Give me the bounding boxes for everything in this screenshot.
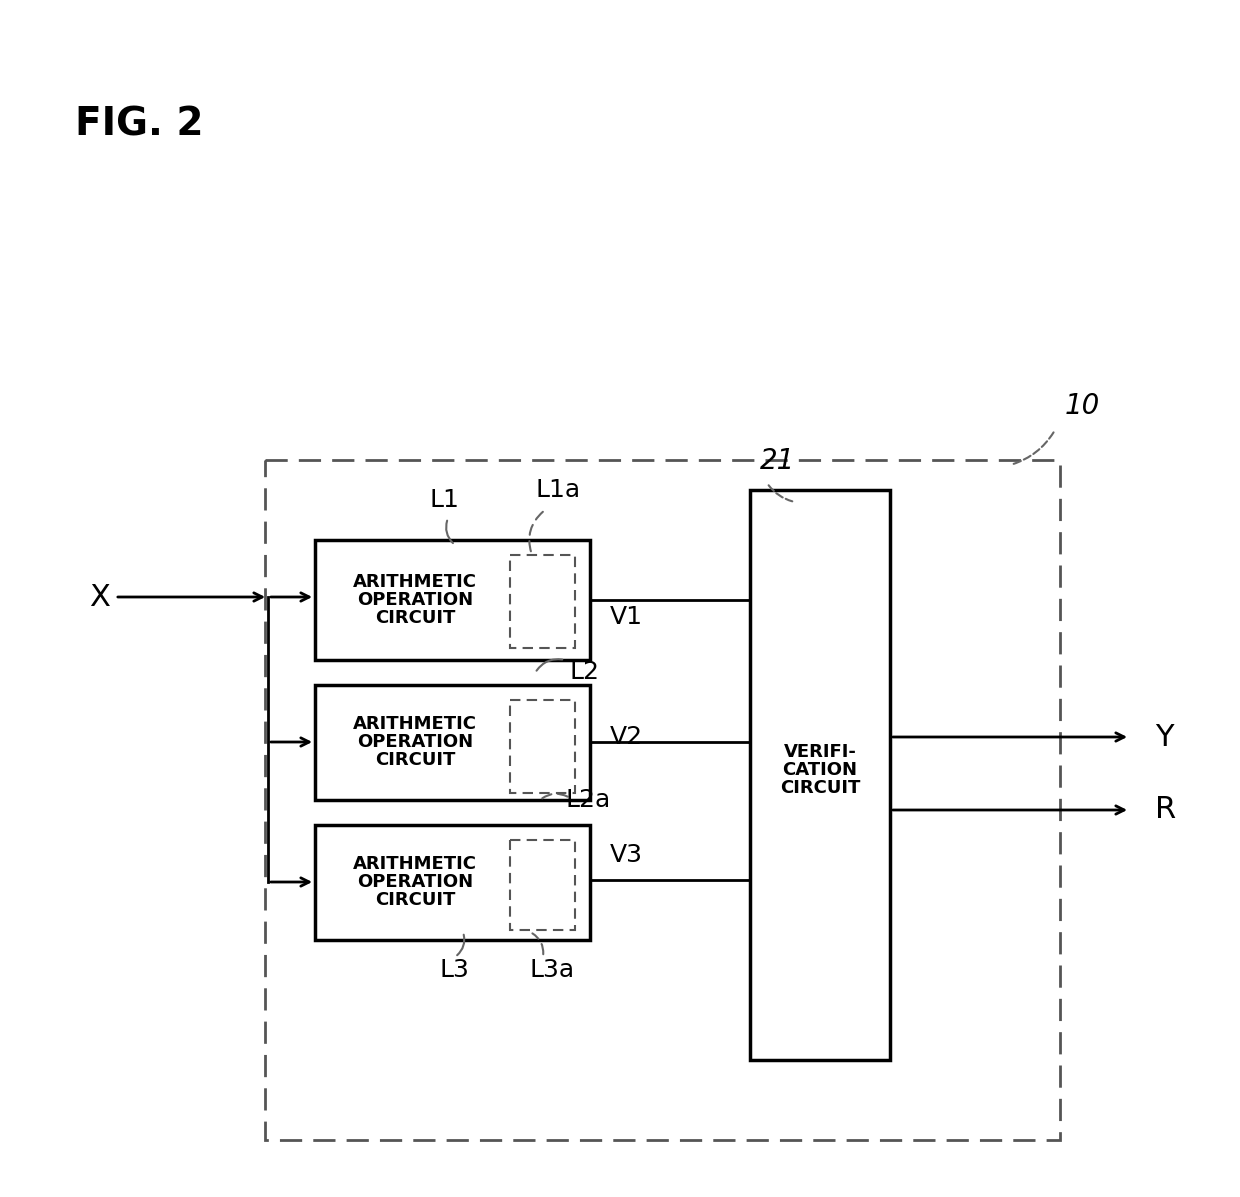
Text: V1: V1 (610, 604, 644, 628)
Text: FIG. 2: FIG. 2 (74, 105, 203, 142)
Text: X: X (89, 583, 110, 612)
Text: L1a: L1a (534, 478, 580, 502)
Text: 21: 21 (760, 446, 795, 475)
Text: CIRCUIT: CIRCUIT (374, 609, 455, 627)
Bar (315, 685, 590, 800)
Text: L3a: L3a (529, 958, 575, 982)
Text: CATION: CATION (782, 761, 858, 779)
Text: Y: Y (1154, 723, 1173, 752)
Text: 10: 10 (1065, 391, 1100, 420)
Text: OPERATION: OPERATION (357, 873, 474, 891)
Bar (510, 555, 575, 648)
Text: L2: L2 (570, 660, 600, 683)
Text: VERIFI-: VERIFI- (784, 743, 857, 761)
Text: OPERATION: OPERATION (357, 733, 474, 751)
Text: L1: L1 (430, 488, 460, 512)
Bar (750, 490, 890, 1061)
Bar (510, 840, 575, 930)
Bar (510, 700, 575, 792)
Text: R: R (1154, 796, 1177, 825)
Text: CIRCUIT: CIRCUIT (780, 779, 861, 797)
Text: ARITHMETIC: ARITHMETIC (353, 855, 477, 873)
Bar (265, 460, 1060, 1140)
Text: CIRCUIT: CIRCUIT (374, 891, 455, 909)
Bar (315, 825, 590, 940)
Text: ARITHMETIC: ARITHMETIC (353, 715, 477, 733)
Text: L3: L3 (440, 958, 470, 982)
Text: ARITHMETIC: ARITHMETIC (353, 573, 477, 591)
Text: V2: V2 (610, 725, 644, 749)
Text: L2a: L2a (565, 788, 610, 812)
Text: V3: V3 (610, 843, 644, 867)
Bar (315, 540, 590, 660)
Text: OPERATION: OPERATION (357, 591, 474, 609)
Text: CIRCUIT: CIRCUIT (374, 751, 455, 768)
